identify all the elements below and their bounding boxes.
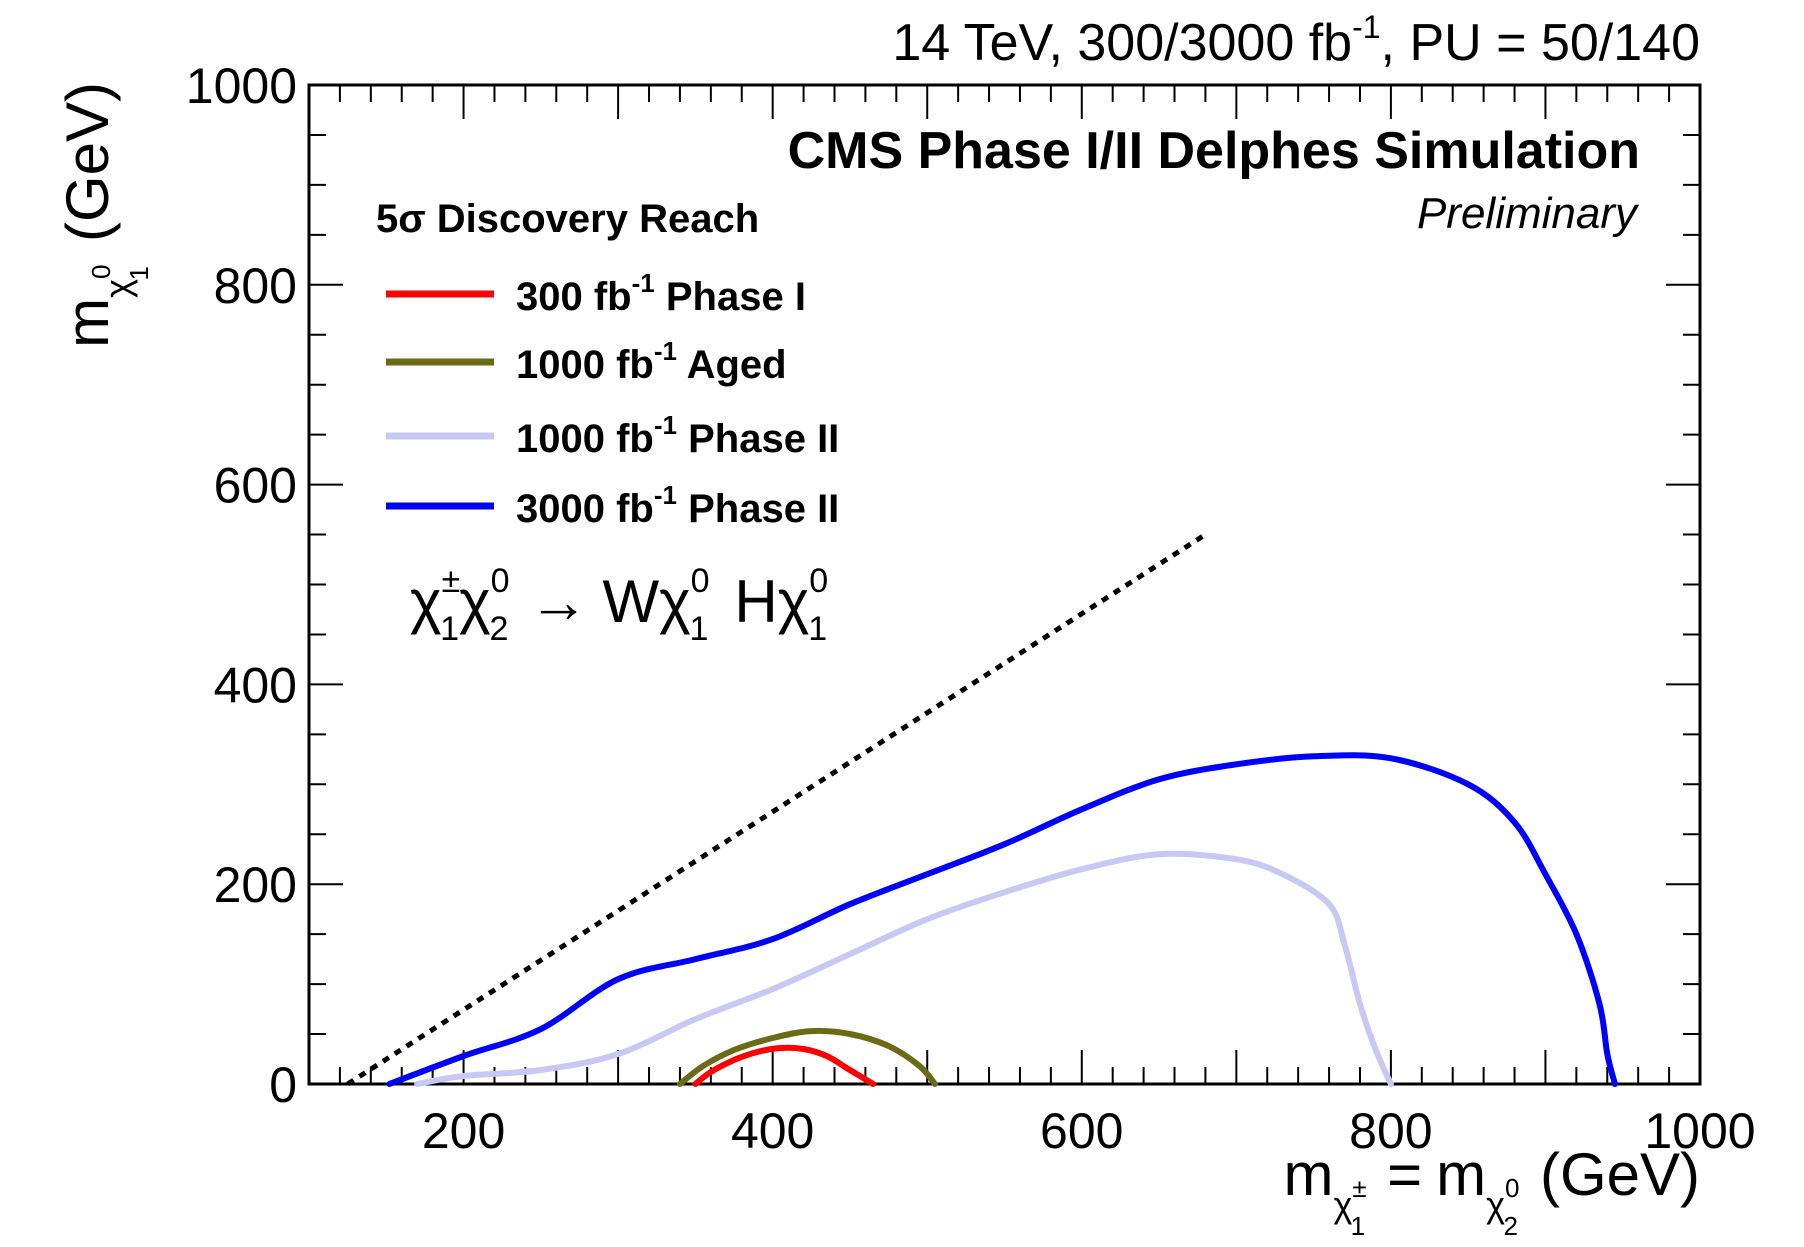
legend-label-main: 1000 fb <box>516 417 654 461</box>
y-tick-label: 400 <box>214 657 297 713</box>
legend-label-3: 1000 fb-1 Phase II <box>516 410 839 461</box>
proc-h: H <box>734 568 777 635</box>
ylabel-one: 1 <box>124 266 154 280</box>
series-line-4 <box>386 752 1618 1087</box>
x-tick-label: 800 <box>1349 1103 1432 1159</box>
proc-one-c: 1 <box>808 610 827 648</box>
xlabel-m: m <box>1283 1141 1333 1208</box>
y-tick-label: 0 <box>269 1057 297 1113</box>
data-layer <box>346 532 1618 1087</box>
xlabel-chi: χ <box>1333 1184 1352 1225</box>
legend-label-rest: Phase II <box>677 417 839 461</box>
legend-label-main: 3000 fb <box>516 487 654 531</box>
proc-chi-c: χ <box>659 568 691 635</box>
xlabel-zero: 0 <box>1505 1173 1519 1203</box>
legend-title: 5σ Discovery Reach <box>376 197 759 241</box>
proc-one-a: 1 <box>440 610 459 648</box>
ylabel-m: m <box>54 298 121 348</box>
axis-ticks <box>308 84 1701 1085</box>
x-axis-label: mχ± 1= mχ0 2(GeV) <box>1283 1141 1700 1241</box>
chart-header: 14 TeV, 300/3000 fb-1, PU = 50/140 <box>892 9 1700 72</box>
legend-label-main: 1000 fb <box>516 343 654 387</box>
legend-label-2: 1000 fb-1 Aged <box>516 336 787 387</box>
xlabel-pm: ± <box>1352 1173 1366 1203</box>
x-tick-label: 200 <box>422 1103 505 1159</box>
proc-one-b: 1 <box>690 610 709 648</box>
legend-label-1: 300 fb-1 Phase I <box>516 268 806 319</box>
ylabel-zero: 0 <box>86 265 116 279</box>
proc-pm: ± <box>442 562 461 600</box>
legend-label-sup: -1 <box>654 410 677 440</box>
header-part-a: 14 TeV, 300/3000 fb <box>892 14 1352 72</box>
legend-label-sup: -1 <box>654 480 677 510</box>
ylabel-gev: (GeV) <box>54 82 121 242</box>
legend-label-4: 3000 fb-1 Phase II <box>516 480 839 531</box>
legend-label-rest: Phase I <box>655 275 806 319</box>
ylabel-chi: χ <box>97 279 138 298</box>
legend-label-sup: -1 <box>632 268 655 298</box>
legend: 5σ Discovery Reach 300 fb-1 Phase I1000 … <box>376 197 839 531</box>
header-sup: -1 <box>1352 9 1380 45</box>
diagonal-line <box>346 532 1207 1087</box>
legend-label-rest: Phase II <box>677 487 839 531</box>
xlabel-eq: = <box>1387 1141 1422 1208</box>
process-annotation: χ± 1χ0 2 → Wχ0 1 Hχ0 1 <box>410 562 828 648</box>
proc-w: W <box>602 568 659 635</box>
y-tick-label: 800 <box>214 258 297 314</box>
y-tick-label: 200 <box>214 857 297 913</box>
x-tick-label: 400 <box>731 1103 814 1159</box>
xlabel-one: 1 <box>1351 1211 1365 1241</box>
proc-zero-b: 0 <box>691 562 710 600</box>
y-axis-label: mχ0 1 (GeV) <box>54 82 154 348</box>
proc-chi-a: χ <box>410 568 442 635</box>
xlabel-chi2: χ <box>1486 1184 1505 1225</box>
proc-zero-c: 0 <box>809 562 828 600</box>
y-tick-label: 1000 <box>186 58 297 114</box>
experiment-label: CMS Phase I/II Delphes Simulation <box>788 122 1640 180</box>
legend-label-sup: -1 <box>654 336 677 366</box>
status-label: Preliminary <box>1417 189 1640 238</box>
proc-two: 2 <box>490 610 509 648</box>
series-line-1 <box>692 1044 877 1087</box>
legend-label-main: 300 fb <box>516 275 632 319</box>
xlabel-gev: (GeV) <box>1540 1141 1700 1208</box>
x-tick-label: 600 <box>1040 1103 1123 1159</box>
series-line-2 <box>676 1027 938 1087</box>
xlabel-two: 2 <box>1504 1211 1518 1241</box>
proc-chi-d: χ <box>778 568 810 635</box>
series-line-3 <box>414 850 1394 1087</box>
header-part-b: , PU = 50/140 <box>1381 14 1700 72</box>
y-tick-label: 600 <box>214 458 297 514</box>
proc-arrow: → <box>528 568 588 635</box>
x-tick-label: 1000 <box>1644 1103 1755 1159</box>
proc-chi-b: χ <box>459 568 491 635</box>
proc-zero-a: 0 <box>491 562 510 600</box>
xlabel-m2: m <box>1436 1141 1486 1208</box>
legend-label-rest: Aged <box>677 343 787 387</box>
